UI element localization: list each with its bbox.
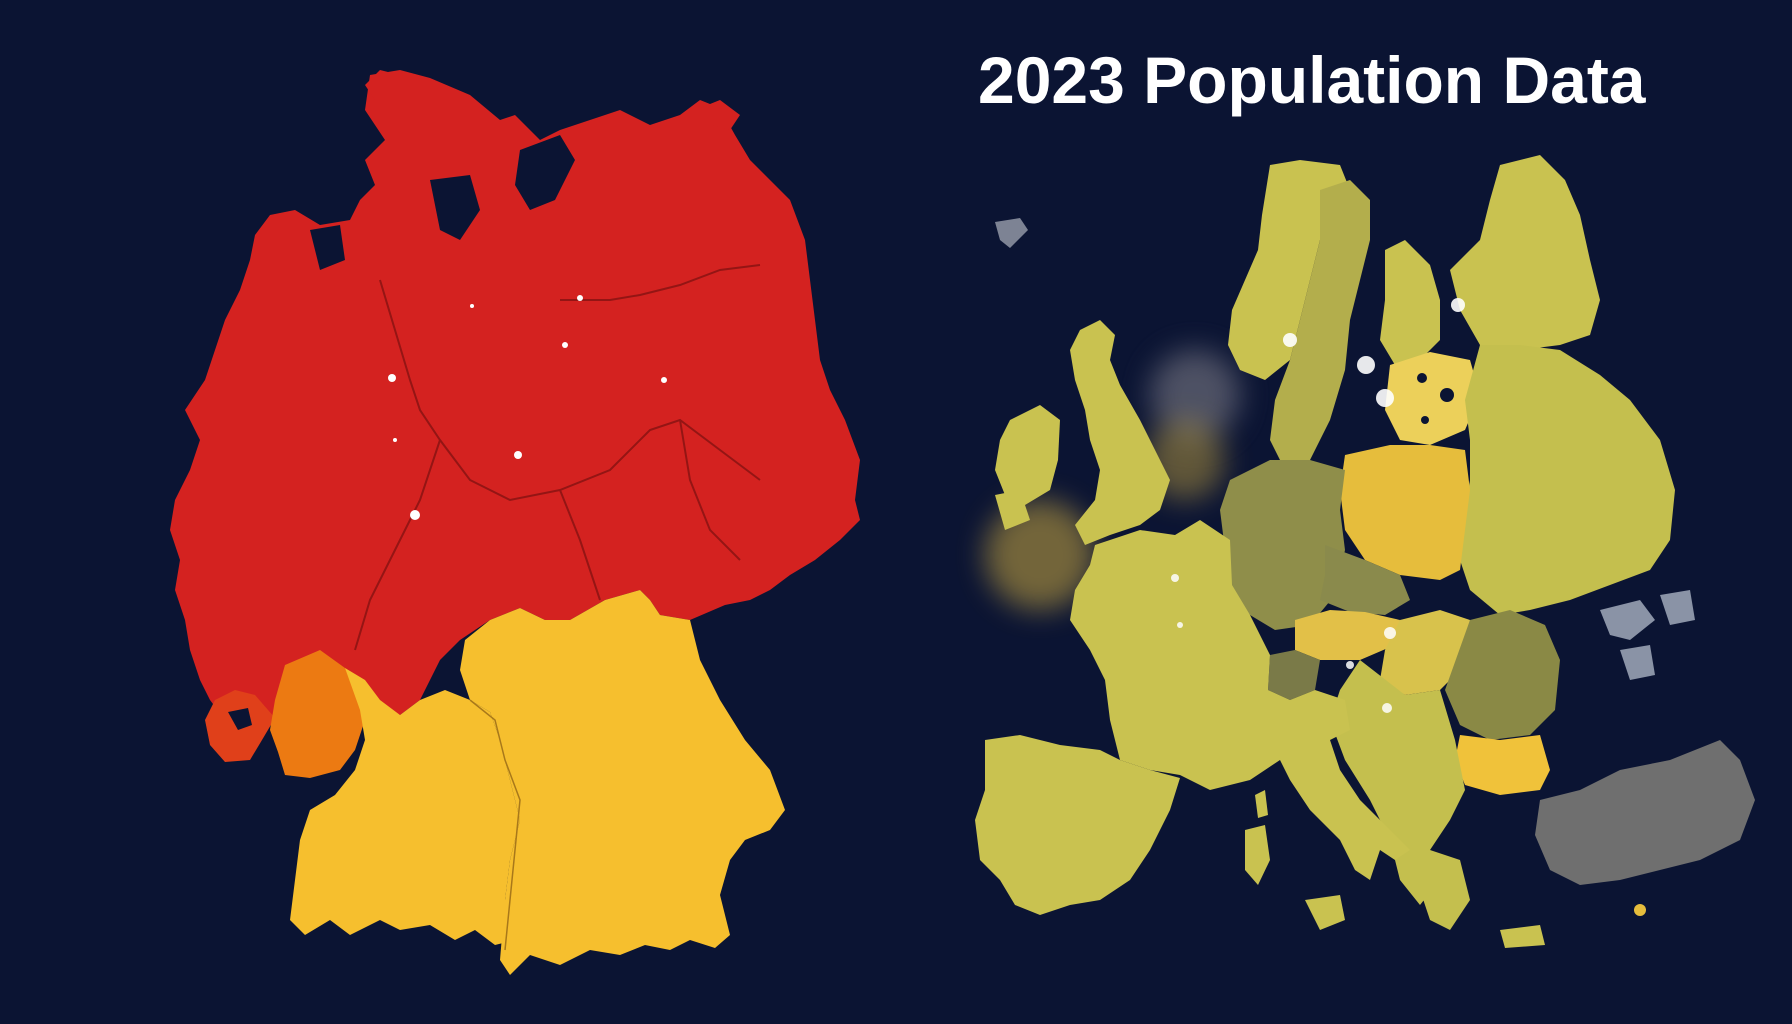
europe-city-dots — [1171, 574, 1396, 713]
germany-city-dots — [388, 295, 667, 520]
germany-region-baden-wuerttemberg[interactable] — [290, 668, 520, 945]
germany-bay — [430, 175, 480, 240]
europe-cyprus — [1634, 904, 1646, 916]
europe-russia-northwest[interactable] — [1450, 155, 1600, 350]
germany-bay — [310, 225, 345, 270]
europe-norway[interactable] — [1228, 160, 1350, 380]
europe-sweden[interactable] — [1270, 180, 1370, 470]
europe-sicily[interactable] — [1305, 895, 1345, 930]
europe-fragment — [1660, 590, 1695, 625]
europe-corsica — [1255, 790, 1268, 818]
europe-switzerland[interactable] — [1268, 650, 1320, 700]
europe-italy[interactable] — [1265, 690, 1410, 880]
germany-island — [365, 70, 400, 100]
germany-state-borders — [354, 264, 761, 651]
germany-region-bavaria[interactable] — [460, 590, 785, 975]
germany-region-north[interactable] — [170, 70, 860, 740]
baltic-lights — [1283, 298, 1465, 407]
europe-baltics[interactable] — [1385, 352, 1480, 445]
page-title: 2023 Population Data — [978, 43, 1646, 117]
europe-fragment — [1600, 600, 1655, 640]
baltic-holes — [1417, 373, 1454, 424]
bavaria-border — [469, 699, 521, 951]
glow — [1150, 350, 1240, 440]
europe-uk[interactable] — [1070, 320, 1170, 545]
europe-ireland[interactable] — [995, 405, 1060, 505]
europe-bulgaria[interactable] — [1455, 735, 1550, 795]
germany-island — [700, 100, 740, 130]
europe-germany[interactable] — [1220, 460, 1345, 630]
glow — [985, 500, 1095, 610]
europe-czech[interactable] — [1320, 545, 1410, 615]
germany-bay — [515, 135, 575, 210]
germany-map — [170, 70, 860, 975]
europe-france[interactable] — [1070, 520, 1285, 790]
europe-balkans[interactable] — [1330, 660, 1465, 905]
europe-greece[interactable] — [1420, 850, 1470, 930]
europe-crete — [1500, 925, 1545, 948]
europe-ireland-south — [995, 490, 1030, 530]
europe-turkey[interactable] — [1535, 740, 1755, 885]
europe-hungary[interactable] — [1380, 610, 1470, 695]
europe-fragment — [1620, 645, 1655, 680]
europe-iberia[interactable] — [975, 735, 1180, 915]
europe-east[interactable] — [1460, 345, 1675, 615]
europe-finland[interactable] — [1380, 240, 1440, 365]
europe-austria[interactable] — [1295, 610, 1400, 660]
europe-map — [975, 155, 1755, 948]
europe-iceland[interactable] — [995, 218, 1028, 248]
europe-sardinia[interactable] — [1245, 825, 1270, 885]
germany-cutout — [228, 708, 252, 730]
europe-romania[interactable] — [1445, 610, 1560, 740]
europe-poland[interactable] — [1340, 445, 1470, 580]
germany-region-southwest[interactable] — [270, 650, 365, 778]
